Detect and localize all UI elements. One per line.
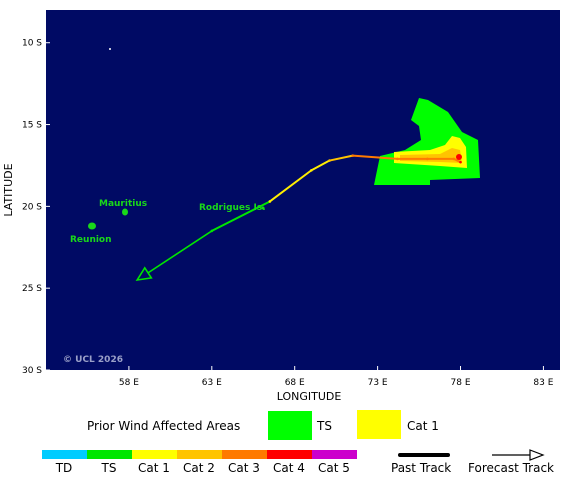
- rodrigues-land: [261, 206, 265, 210]
- past-track-segment: [310, 159, 331, 172]
- scale-swatch-cat2: [177, 450, 222, 459]
- copyright-text: © UCL 2026: [63, 355, 123, 365]
- lon-tick-label: 78 E: [451, 378, 471, 388]
- past-track-fix: [396, 157, 399, 161]
- scale-label-td: TD: [55, 461, 73, 475]
- lon-tick-label: 58 E: [119, 378, 139, 388]
- small-island: [109, 48, 111, 50]
- forecast-track-legend-arrow: [529, 449, 545, 461]
- current-position-marker: [456, 154, 462, 160]
- lat-tick-label: 20 S: [22, 202, 42, 212]
- past-track-segment: [210, 200, 271, 232]
- scale-swatch-cat1: [132, 450, 177, 459]
- scale-label-cat5: Cat 5: [318, 461, 350, 475]
- scale-swatch-cat5: [312, 450, 357, 459]
- longitude-ticks: 58 E 63 E 68 E 73 E 78 E 83 E: [119, 366, 554, 388]
- place-label-reunion: Reunion: [70, 235, 112, 245]
- past-track-fix: [426, 157, 429, 161]
- forecast-track-legend-label: Forecast Track: [468, 461, 554, 475]
- forecast-track-line: [136, 230, 213, 281]
- scale-label-cat3: Cat 3: [228, 461, 260, 475]
- mauritius-land: [122, 208, 128, 216]
- islands: [88, 48, 265, 230]
- lat-tick-label: 30 S: [22, 366, 42, 376]
- scale-swatch-cat3: [222, 450, 267, 459]
- reunion-land: [88, 222, 96, 230]
- past-track-fix: [309, 169, 313, 172]
- forecast-track: [135, 230, 213, 282]
- wind-area-legend: Prior Wind Affected Areas TS Cat 1: [87, 410, 439, 440]
- past-track-fix: [351, 154, 355, 157]
- scale-swatch-td: [42, 450, 87, 459]
- scale-label-cat2: Cat 2: [183, 461, 215, 475]
- place-label-rodrigues: Rodrigues Is.: [199, 203, 266, 213]
- intensity-scale: TD TS Cat 1 Cat 2 Cat 3 Cat 4 Cat 5 Past…: [42, 449, 554, 475]
- past-track-fix: [452, 157, 456, 161]
- forecast-track-arrowhead: [135, 266, 153, 282]
- lat-tick-label: 25 S: [22, 284, 42, 294]
- x-axis-title: LONGITUDE: [277, 390, 342, 403]
- scale-label-cat1: Cat 1: [138, 461, 170, 475]
- latitude-ticks: 10 S 15 S 20 S 25 S 30 S: [22, 39, 50, 376]
- legend-label-cat1: Cat 1: [407, 419, 439, 433]
- legend-label-ts: TS: [316, 419, 332, 433]
- lon-tick-label: 63 E: [202, 378, 222, 388]
- place-label-mauritius: Mauritius: [99, 199, 147, 209]
- y-axis-title: LATITUDE: [2, 163, 15, 216]
- legend-swatch-cat1: [357, 410, 401, 439]
- legend-swatch-ts: [268, 411, 312, 440]
- past-track: [210, 154, 462, 233]
- past-track-legend-label: Past Track: [391, 461, 451, 475]
- lat-tick-label: 15 S: [22, 121, 42, 131]
- past-track-segment: [268, 169, 313, 203]
- scale-label-cat4: Cat 4: [273, 461, 305, 475]
- past-track-fix: [328, 159, 331, 162]
- past-track-segment: [328, 154, 354, 162]
- scale-swatch-ts: [87, 450, 132, 459]
- lon-tick-label: 68 E: [285, 378, 305, 388]
- past-track-fix: [459, 160, 462, 164]
- scale-swatch-cat4: [267, 450, 312, 459]
- lon-tick-label: 73 E: [368, 378, 388, 388]
- past-track-segment: [351, 154, 399, 160]
- legend-title: Prior Wind Affected Areas: [87, 419, 240, 433]
- ocean-plot-area: [46, 10, 560, 370]
- past-track-fix: [268, 200, 272, 203]
- scale-label-ts: TS: [101, 461, 117, 475]
- lat-tick-label: 10 S: [22, 39, 42, 49]
- lon-tick-label: 83 E: [533, 378, 553, 388]
